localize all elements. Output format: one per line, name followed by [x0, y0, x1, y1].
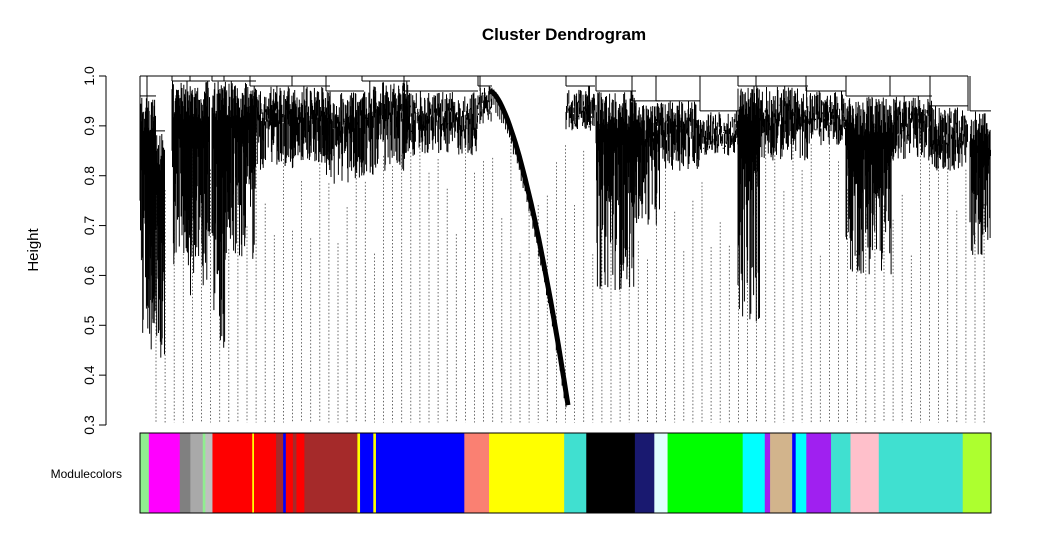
module-color-segment	[179, 433, 191, 513]
module-color-segment	[489, 433, 565, 513]
module-color-segment	[296, 433, 305, 513]
dendrogram-tree	[139, 75, 991, 423]
module-color-segment	[190, 433, 204, 513]
module-color-segment	[360, 433, 374, 513]
y-tick-label: 0.5	[81, 315, 97, 335]
module-color-segment	[564, 433, 587, 513]
y-axis-label: Height	[25, 227, 42, 271]
module-color-segment	[373, 433, 377, 513]
module-color-segment	[878, 433, 964, 513]
module-color-segment	[764, 433, 771, 513]
module-color-segment	[634, 433, 655, 513]
module-color-segment	[654, 433, 668, 513]
module-color-segment	[806, 433, 832, 513]
module-color-segment	[850, 433, 880, 513]
module-color-segment	[357, 433, 361, 513]
module-color-segment	[831, 433, 851, 513]
y-tick-label: 0.8	[81, 166, 97, 186]
y-tick-label: 1.0	[81, 66, 97, 86]
color-bar-frame	[139, 432, 992, 514]
module-color-segment	[205, 433, 213, 513]
module-color-segment	[212, 433, 253, 513]
module-color-segment	[795, 433, 807, 513]
module-color-segment	[292, 433, 297, 513]
module-color-segment	[770, 433, 793, 513]
module-color-segment	[254, 433, 277, 513]
y-tick-label: 0.6	[81, 265, 97, 285]
module-color-segment	[285, 433, 294, 513]
module-color-segment	[792, 433, 797, 513]
module-color-segment	[962, 433, 992, 513]
color-bar-label: Modulecolors	[51, 467, 122, 481]
module-color-segment	[202, 433, 206, 513]
module-color-bar	[140, 433, 992, 513]
y-tick-label: 0.4	[81, 365, 97, 385]
y-axis: 0.3 0.4 0.5 0.6 0.7 0.8 0.9 1.0	[81, 66, 107, 435]
module-color-segment	[667, 433, 744, 513]
module-color-segment	[140, 433, 150, 513]
module-color-segment	[375, 433, 465, 513]
module-color-segment	[276, 433, 284, 513]
chart-title: Cluster Dendrogram	[482, 25, 646, 44]
module-color-segment	[283, 433, 287, 513]
module-color-segment	[252, 433, 255, 513]
module-color-segment	[148, 433, 181, 513]
module-color-segment	[586, 433, 636, 513]
module-color-segment	[742, 433, 766, 513]
module-color-segment	[464, 433, 490, 513]
module-color-segment	[304, 433, 358, 513]
y-tick-label: 0.3	[81, 415, 97, 435]
y-tick-label: 0.7	[81, 216, 97, 236]
y-tick-label: 0.9	[81, 116, 97, 136]
